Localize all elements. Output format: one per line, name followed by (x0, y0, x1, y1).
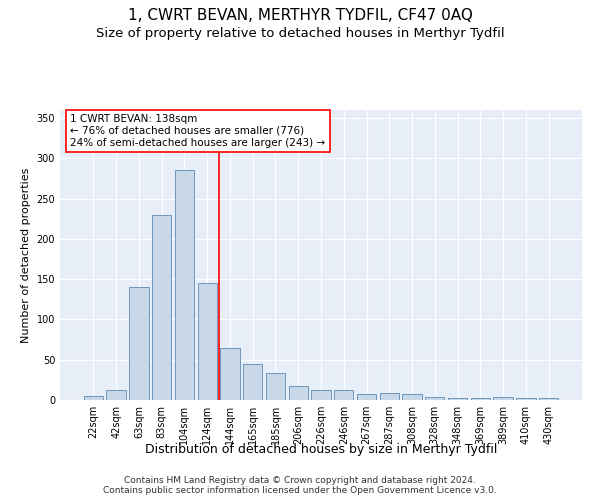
Bar (129, 287, 149, 400)
Bar (357, 394, 376, 400)
Text: 1, CWRT BEVAN, MERTHYR TYDFIL, CF47 0AQ: 1, CWRT BEVAN, MERTHYR TYDFIL, CF47 0AQ (128, 8, 472, 22)
Text: Contains HM Land Registry data © Crown copyright and database right 2024.
Contai: Contains HM Land Registry data © Crown c… (103, 476, 497, 495)
Bar (243, 364, 262, 400)
Text: Distribution of detached houses by size in Merthyr Tydfil: Distribution of detached houses by size … (145, 442, 497, 456)
Bar (84, 396, 103, 400)
Bar (403, 394, 422, 400)
Bar (380, 393, 399, 400)
Bar (152, 214, 172, 400)
Text: 1 CWRT BEVAN: 138sqm
← 76% of detached houses are smaller (776)
24% of semi-deta: 1 CWRT BEVAN: 138sqm ← 76% of detached h… (70, 114, 326, 148)
Bar (311, 390, 331, 400)
Bar (220, 348, 239, 400)
Bar (493, 397, 513, 400)
Bar (470, 398, 490, 400)
Bar (175, 170, 194, 400)
Bar (448, 398, 467, 400)
Text: Size of property relative to detached houses in Merthyr Tydfil: Size of property relative to detached ho… (95, 28, 505, 40)
Bar (334, 390, 353, 400)
Bar (539, 398, 558, 400)
Y-axis label: Number of detached properties: Number of detached properties (21, 168, 31, 342)
Bar (425, 397, 445, 400)
Bar (516, 398, 536, 400)
Bar (197, 283, 217, 400)
Bar (289, 386, 308, 400)
Bar (266, 374, 285, 400)
Bar (106, 390, 126, 400)
